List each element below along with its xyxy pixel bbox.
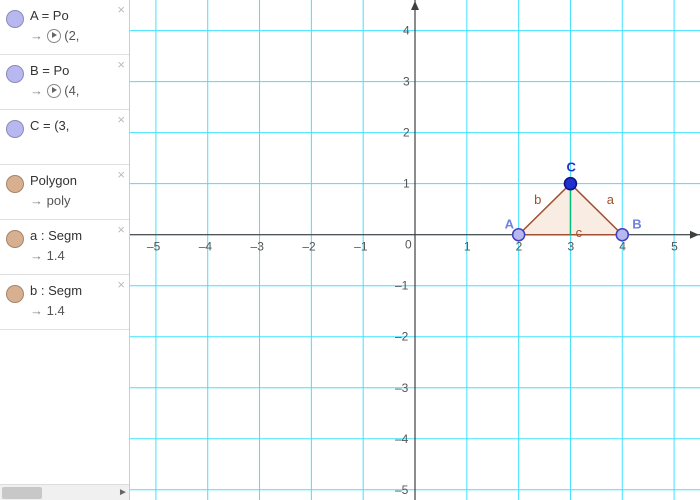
color-swatch[interactable] — [6, 230, 24, 248]
algebra-item[interactable]: C = (3,× — [0, 110, 129, 165]
svg-text:–3: –3 — [251, 240, 265, 254]
close-icon[interactable]: × — [117, 2, 125, 17]
svg-text:c: c — [576, 225, 583, 240]
svg-text:A: A — [505, 217, 515, 232]
play-icon[interactable] — [47, 84, 61, 98]
color-swatch[interactable] — [6, 120, 24, 138]
svg-text:a: a — [607, 192, 615, 207]
color-swatch[interactable] — [6, 175, 24, 193]
play-icon[interactable] — [47, 29, 61, 43]
item-text: b : Segm→ 1.4 — [30, 281, 125, 320]
svg-text:–2: –2 — [395, 330, 409, 344]
svg-text:3: 3 — [403, 75, 410, 89]
graph-canvas[interactable]: –5 –4 –3 –2 –1 0 1 2 3 4 5 –5 –4 –3 –2 –1 1 2 3 4 a b c A B C — [130, 0, 700, 500]
svg-text:–1: –1 — [395, 279, 409, 293]
svg-text:0: 0 — [405, 238, 412, 252]
svg-text:5: 5 — [671, 240, 678, 254]
close-icon[interactable]: × — [117, 167, 125, 182]
scroll-thumb[interactable] — [2, 487, 42, 499]
svg-text:–1: –1 — [354, 240, 368, 254]
algebra-item[interactable]: A = Po→ (2,× — [0, 0, 129, 55]
item-text: C = (3, — [30, 116, 125, 136]
item-text: Polygon→ poly — [30, 171, 125, 210]
algebra-sidebar: A = Po→ (2,×B = Po→ (4,×C = (3,×Polygon→… — [0, 0, 130, 500]
svg-text:b: b — [534, 192, 541, 207]
item-text: B = Po→ (4, — [30, 61, 125, 100]
svg-text:–5: –5 — [147, 240, 161, 254]
algebra-item[interactable]: Polygon→ poly× — [0, 165, 129, 220]
close-icon[interactable]: × — [117, 222, 125, 237]
svg-text:2: 2 — [516, 240, 523, 254]
item-text: A = Po→ (2, — [30, 6, 125, 45]
svg-text:C: C — [566, 160, 576, 175]
close-icon[interactable]: × — [117, 112, 125, 127]
color-swatch[interactable] — [6, 10, 24, 28]
svg-text:–4: –4 — [199, 240, 213, 254]
color-swatch[interactable] — [6, 285, 24, 303]
close-icon[interactable]: × — [117, 277, 125, 292]
svg-text:B: B — [632, 217, 641, 232]
sidebar-scrollbar[interactable]: ◄ ► — [0, 484, 130, 500]
item-text: a : Segm→ 1.4 — [30, 226, 125, 265]
algebra-item[interactable]: b : Segm→ 1.4× — [0, 275, 129, 330]
svg-text:–2: –2 — [302, 240, 316, 254]
svg-text:1: 1 — [464, 240, 471, 254]
svg-text:3: 3 — [567, 240, 574, 254]
svg-text:–4: –4 — [395, 432, 409, 446]
algebra-item[interactable]: a : Segm→ 1.4× — [0, 220, 129, 275]
color-swatch[interactable] — [6, 65, 24, 83]
svg-text:2: 2 — [403, 126, 410, 140]
svg-text:–5: –5 — [395, 483, 409, 497]
algebra-item[interactable]: B = Po→ (4,× — [0, 55, 129, 110]
svg-text:–3: –3 — [395, 381, 409, 395]
svg-text:4: 4 — [619, 240, 626, 254]
close-icon[interactable]: × — [117, 57, 125, 72]
svg-text:4: 4 — [403, 24, 410, 38]
svg-text:1: 1 — [403, 177, 410, 191]
scroll-right-icon[interactable]: ► — [116, 485, 130, 500]
